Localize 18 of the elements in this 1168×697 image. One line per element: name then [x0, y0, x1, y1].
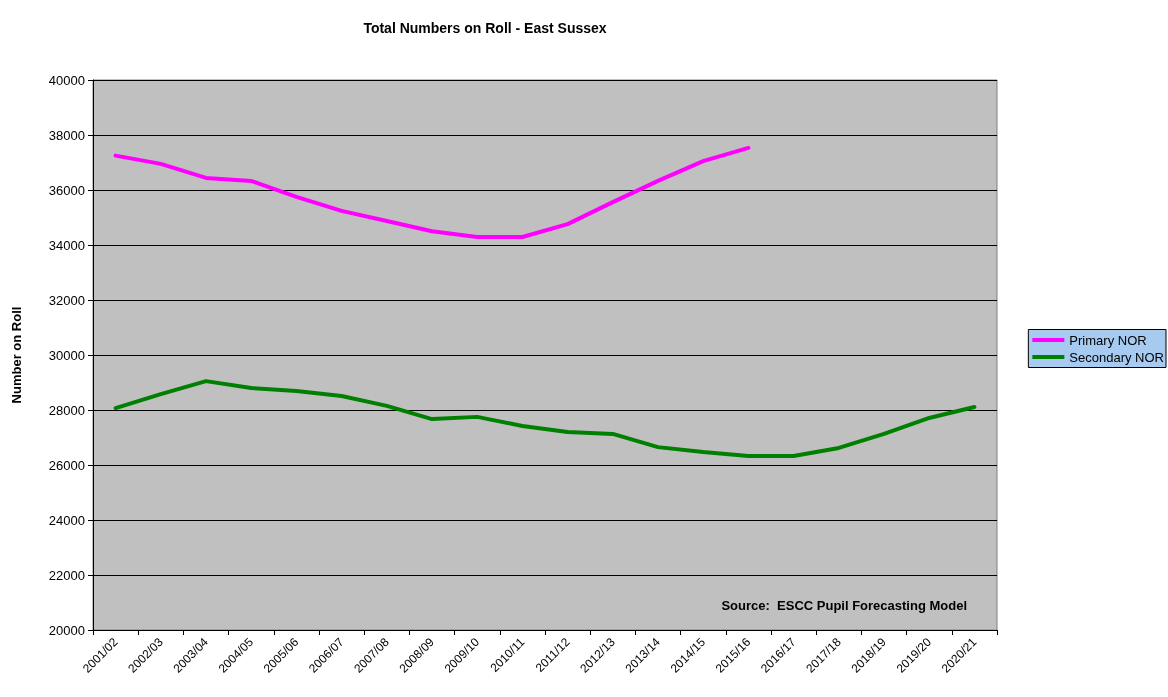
line-series — [113, 145, 751, 240]
y-tick-label: 20000 — [48, 622, 85, 638]
y-tick-label: 30000 — [48, 347, 85, 363]
y-axis-title: Number on Roll — [9, 306, 24, 404]
y-tick-label: 36000 — [48, 182, 85, 198]
y-tick-label: 32000 — [48, 292, 85, 308]
y-tick-label: 22000 — [48, 567, 85, 583]
y-tick-label: 28000 — [48, 402, 85, 418]
line-series — [113, 379, 977, 458]
chart-title: Total Numbers on Roll - East Sussex — [363, 20, 607, 36]
y-tick-label: 34000 — [48, 237, 85, 253]
y-tick-label: 24000 — [48, 512, 85, 528]
y-tick-label: 26000 — [48, 457, 85, 473]
legend-label: Primary NOR — [1069, 332, 1147, 348]
annotation: Source: ESCC Pupil Forecasting Model — [721, 598, 967, 613]
legend-label: Secondary NOR — [1069, 349, 1165, 365]
y-tick-label: 40000 — [48, 72, 85, 88]
y-tick-label: 38000 — [48, 127, 85, 143]
